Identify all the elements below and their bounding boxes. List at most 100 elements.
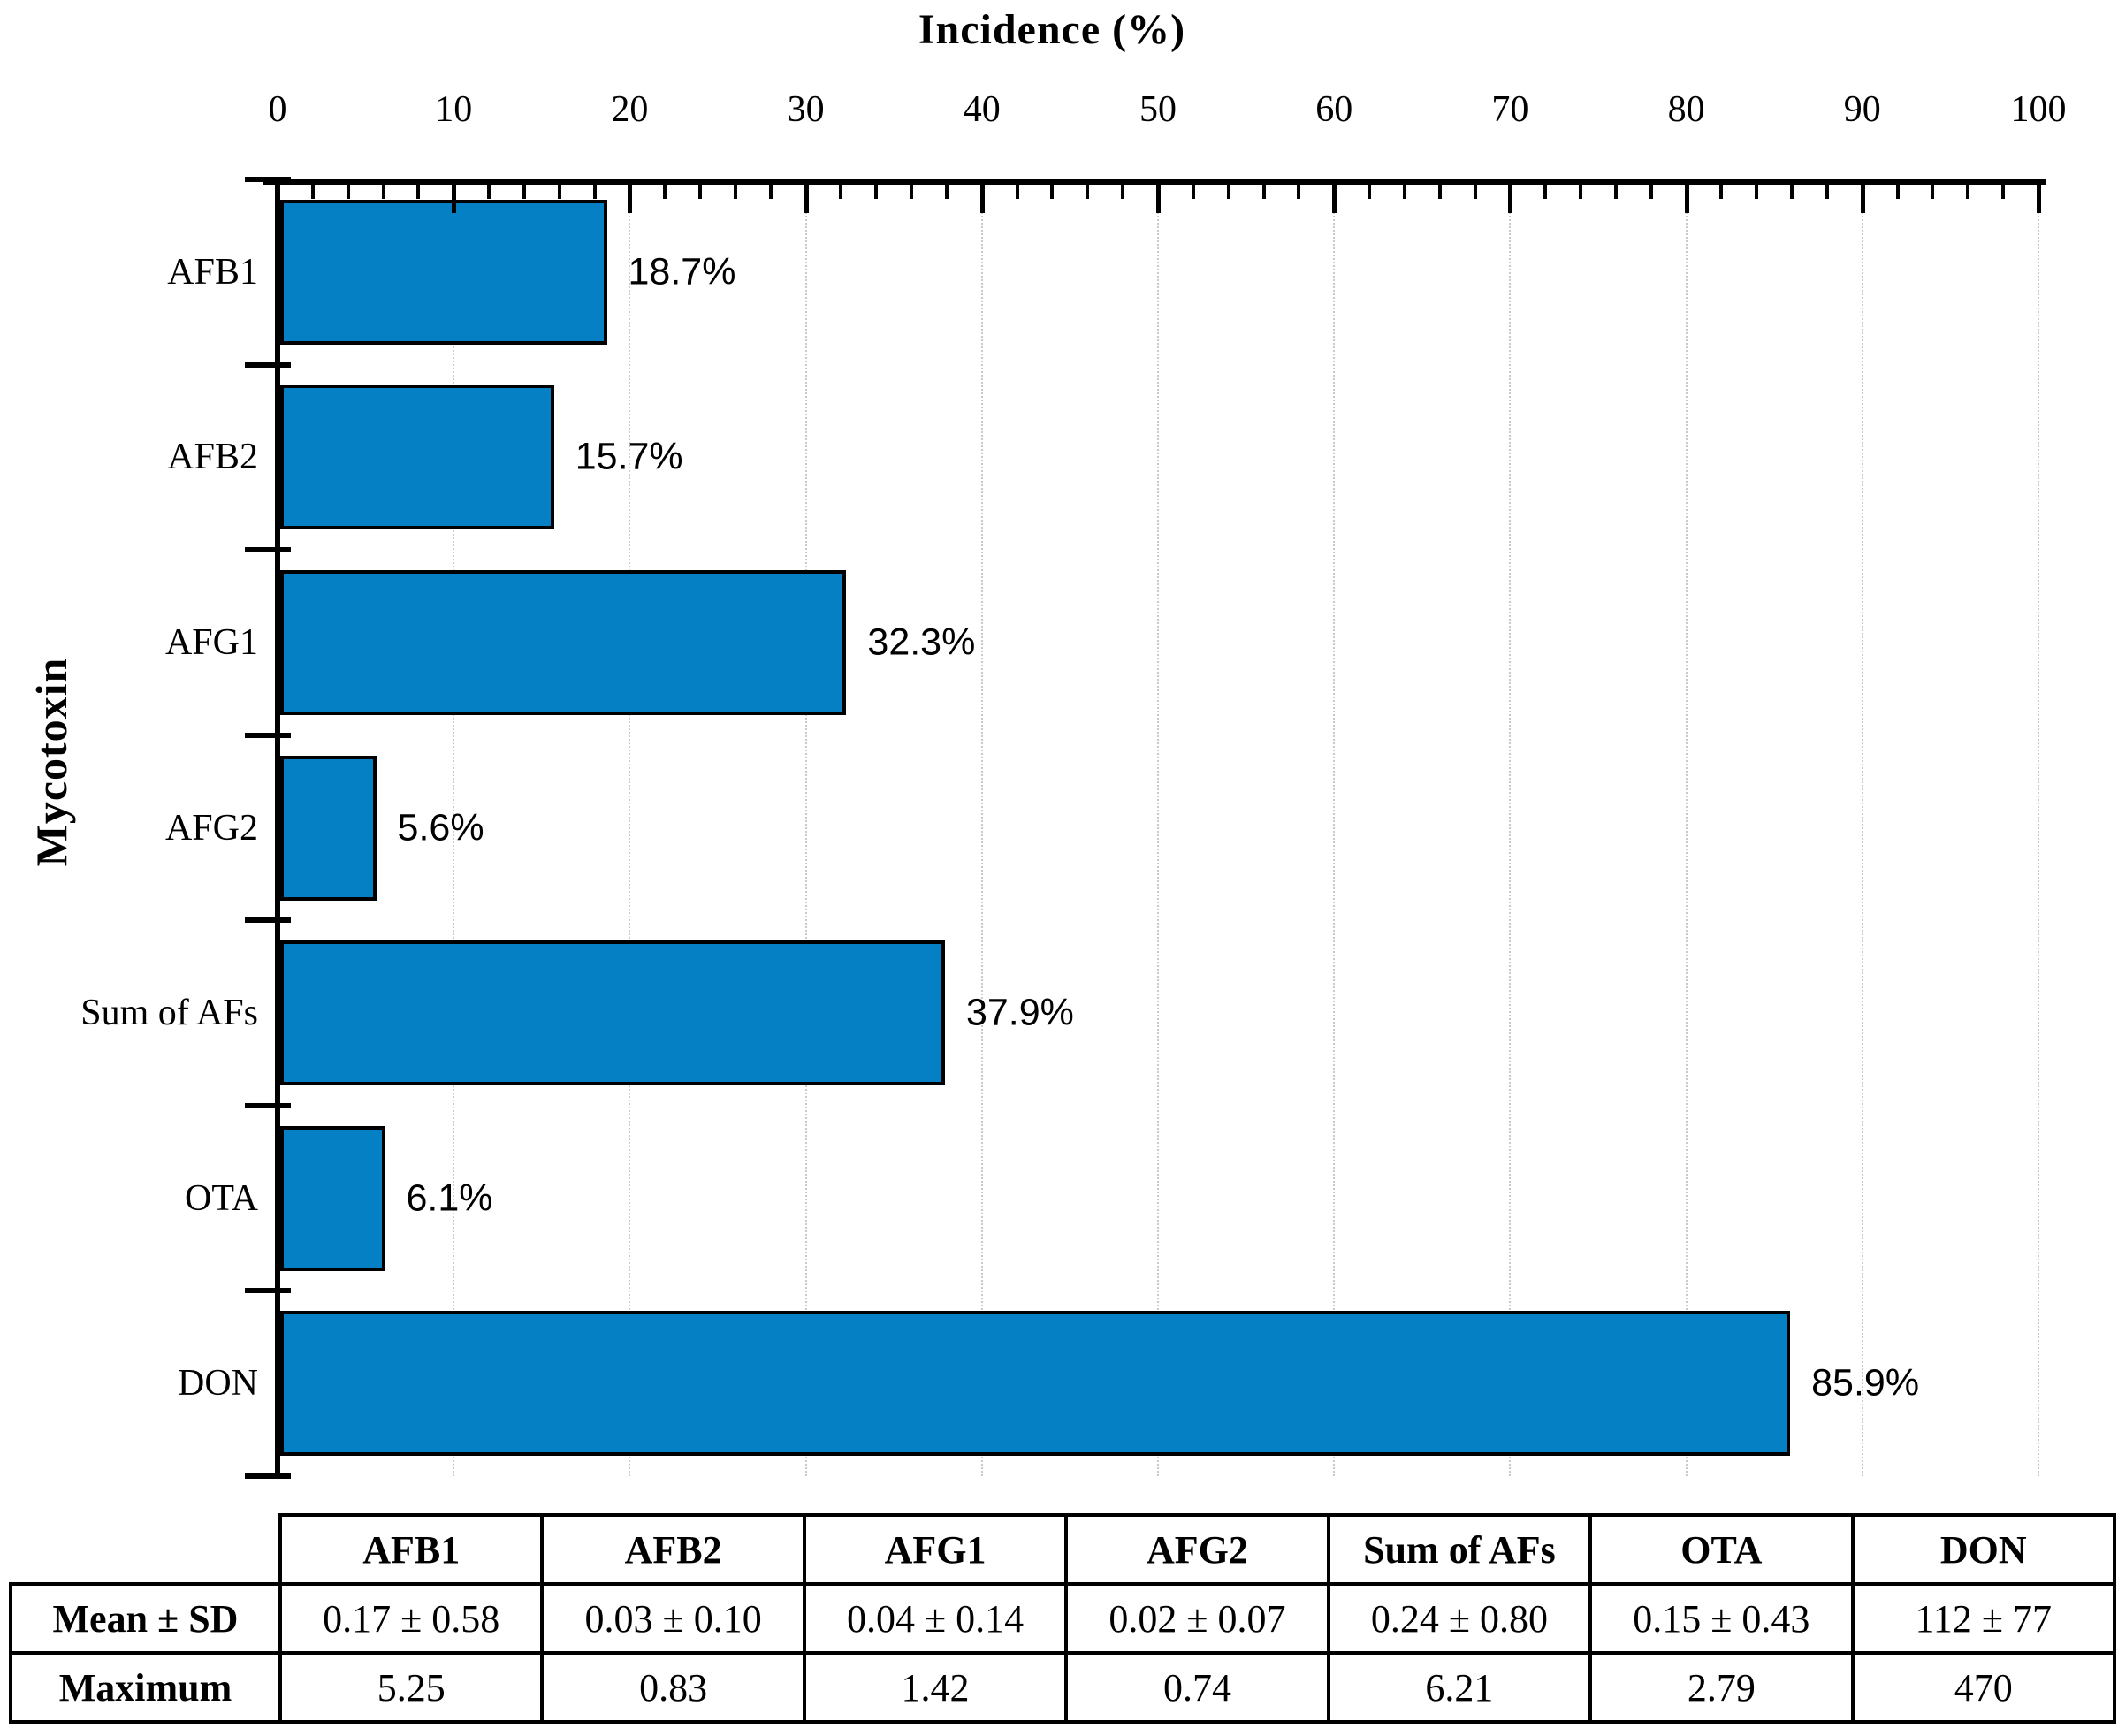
x-minor-tick xyxy=(1368,184,1372,199)
x-tick-label: 0 xyxy=(268,89,287,130)
x-minor-tick xyxy=(1613,184,1618,199)
grid-line xyxy=(804,185,807,1476)
table-cell: 6.21 xyxy=(1326,1651,1593,1724)
x-tick-label: 60 xyxy=(1315,89,1353,130)
bar-value-label: 6.1% xyxy=(406,1176,493,1220)
x-minor-tick xyxy=(1473,184,1477,199)
x-minor-tick xyxy=(768,184,773,199)
x-minor-tick xyxy=(1931,184,1935,199)
grid-line xyxy=(453,185,455,1476)
y-band-tick xyxy=(245,732,291,738)
grid-line xyxy=(1685,185,1688,1476)
x-minor-tick xyxy=(1755,184,1759,199)
x-minor-tick xyxy=(1261,184,1266,199)
x-minor-tick xyxy=(1015,184,1019,199)
bar xyxy=(280,1125,385,1271)
x-minor-tick xyxy=(874,184,879,199)
y-axis-line xyxy=(275,179,280,1476)
x-major-tick xyxy=(276,184,280,213)
category-label: Sum of AFs xyxy=(80,993,258,1034)
bar xyxy=(280,385,554,530)
bar-value-label: 15.7% xyxy=(575,435,683,478)
x-tick-label: 20 xyxy=(611,89,649,130)
table-cell: 5.25 xyxy=(278,1651,545,1724)
x-minor-tick xyxy=(733,184,737,199)
x-minor-tick xyxy=(487,184,491,199)
table-header-row: AFB1 AFB2 AFG1 AFG2 Sum of AFs OTA DON xyxy=(11,1513,2116,1586)
grid-line xyxy=(629,185,631,1476)
y-band-tick xyxy=(245,1102,291,1108)
table-cell: 0.24 ± 0.80 xyxy=(1326,1582,1593,1655)
x-minor-tick xyxy=(381,184,385,199)
x-minor-tick xyxy=(1895,184,1900,199)
x-minor-tick xyxy=(1579,184,1583,199)
bar xyxy=(280,755,377,901)
table-column-header: AFB2 xyxy=(540,1513,806,1586)
category-label: AFB2 xyxy=(167,437,258,478)
bar xyxy=(280,199,607,345)
y-band-tick xyxy=(245,917,291,924)
x-major-tick xyxy=(1860,184,1865,213)
table-cell: 0.03 ± 0.10 xyxy=(540,1582,806,1655)
x-minor-tick xyxy=(910,184,914,199)
x-minor-tick xyxy=(944,184,949,199)
y-band-tick xyxy=(245,362,291,368)
table-cell: 0.17 ± 0.58 xyxy=(278,1582,545,1655)
x-major-tick xyxy=(452,184,457,213)
table-column-header: AFG2 xyxy=(1064,1513,1330,1586)
x-major-tick xyxy=(1332,184,1337,213)
x-major-tick xyxy=(1508,184,1513,213)
x-minor-tick xyxy=(1966,184,1970,199)
bar xyxy=(280,940,945,1086)
x-minor-tick xyxy=(522,184,526,199)
table-cell: 0.15 ± 0.43 xyxy=(1588,1582,1855,1655)
x-minor-tick xyxy=(310,184,315,199)
grid-line xyxy=(1157,185,1159,1476)
table-row-label: Maximum xyxy=(9,1651,282,1724)
table-cell: 0.04 ± 0.14 xyxy=(802,1582,1069,1655)
x-minor-tick xyxy=(1437,184,1442,199)
y-band-tick xyxy=(245,1288,291,1294)
bar xyxy=(280,569,847,715)
x-minor-tick xyxy=(1543,184,1548,199)
grid-line xyxy=(1333,185,1336,1476)
x-major-tick xyxy=(2037,184,2041,213)
chart-title: Incidence (%) xyxy=(918,6,1186,53)
table-cell: 2.79 xyxy=(1588,1651,1855,1724)
x-minor-tick xyxy=(346,184,350,199)
x-tick-label: 10 xyxy=(435,89,473,130)
table-corner-blank xyxy=(11,1515,280,1584)
table-cell: 112 ± 77 xyxy=(1850,1582,2116,1655)
x-minor-tick xyxy=(1121,184,1125,199)
y-band-tick xyxy=(245,177,291,182)
category-label: DON xyxy=(178,1363,258,1405)
x-tick-label: 100 xyxy=(2010,89,2067,130)
x-minor-tick xyxy=(557,184,561,199)
x-minor-tick xyxy=(1226,184,1230,199)
table-column-header: Sum of AFs xyxy=(1326,1513,1593,1586)
table-row-label: Mean ± SD xyxy=(9,1582,282,1655)
table-cell: 0.74 xyxy=(1064,1651,1330,1724)
x-tick-label: 70 xyxy=(1491,89,1529,130)
x-minor-tick xyxy=(592,184,597,199)
x-tick-label: 80 xyxy=(1667,89,1705,130)
grid-line xyxy=(1509,185,1512,1476)
bar-value-label: 18.7% xyxy=(628,250,736,293)
bar xyxy=(280,1311,1791,1457)
category-label: AFG1 xyxy=(164,621,258,663)
table-row: Mean ± SD 0.17 ± 0.58 0.03 ± 0.10 0.04 ± 0.… xyxy=(9,1582,2116,1655)
x-major-tick xyxy=(979,184,985,213)
x-major-tick xyxy=(804,184,809,213)
table-column-header: AFB1 xyxy=(278,1513,545,1586)
x-tick-label: 90 xyxy=(1843,89,1881,130)
table-column-header: AFG1 xyxy=(802,1513,1069,1586)
x-tick-label: 30 xyxy=(787,89,825,130)
table-column-header: OTA xyxy=(1588,1513,1855,1586)
bar-value-label: 5.6% xyxy=(397,806,484,849)
x-minor-tick xyxy=(1825,184,1829,199)
category-label: AFG2 xyxy=(164,807,258,849)
table-column-header: DON xyxy=(1850,1513,2116,1586)
x-minor-tick xyxy=(1086,184,1090,199)
x-minor-tick xyxy=(663,184,667,199)
x-major-tick xyxy=(1684,184,1689,213)
